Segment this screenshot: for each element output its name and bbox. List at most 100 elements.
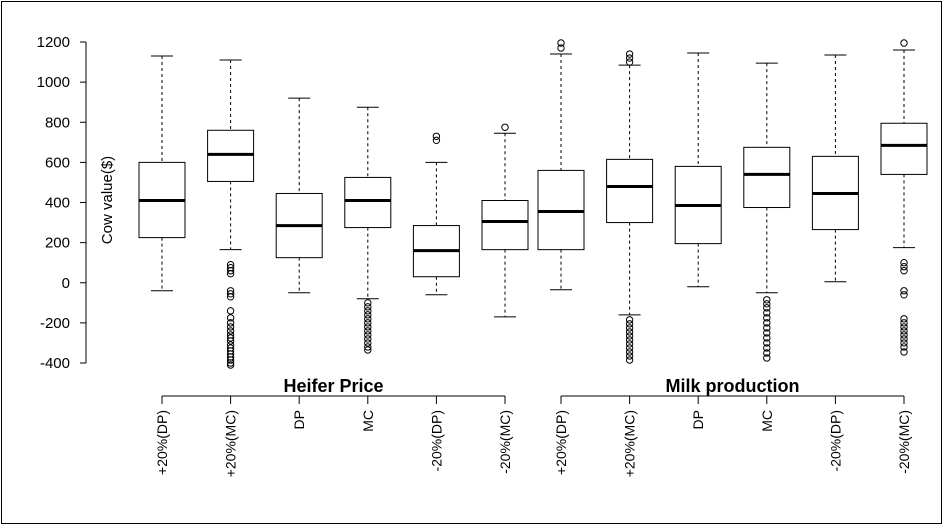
box (344, 106, 392, 354)
outlier-point (900, 287, 908, 295)
outlier-point (364, 346, 372, 354)
outlier-point (763, 329, 771, 337)
category-label: -20%(MC) (497, 410, 513, 474)
outlier-point (625, 344, 634, 352)
iqr-box (537, 169, 585, 251)
outlier-point (900, 343, 908, 351)
outlier-point (625, 352, 634, 360)
outlier-point (763, 319, 771, 327)
outlier-point (900, 291, 908, 299)
outlier-point (900, 339, 908, 347)
category-label: -20%(MC) (896, 410, 912, 474)
box-groups: +20%(DP) +20%(MC) DP MC -20%(DP) -20%(MC) Heif… (138, 39, 928, 477)
outlier-point (226, 337, 235, 345)
category-label: DP (291, 410, 307, 429)
y-tick-label: 800 (45, 114, 70, 131)
outlier-point (763, 344, 771, 352)
outlier-point (625, 50, 634, 58)
box-group: +20%(DP) +20%(MC) DP MC -20%(DP) -20%(MC) Milk… (537, 39, 928, 477)
outlier-point (364, 311, 372, 319)
outlier-point (226, 307, 235, 315)
outlier-point (900, 331, 908, 339)
outlier-point (432, 136, 441, 145)
outlier-point (625, 332, 634, 340)
box (275, 97, 323, 294)
outlier-point (763, 334, 771, 342)
outlier-point (625, 316, 634, 324)
outlier-point (900, 323, 908, 331)
group-label: Heifer Price (283, 376, 383, 396)
y-axis-label: Cow value($) (99, 156, 116, 244)
outlier-point (625, 328, 634, 336)
y-tick-label: 1200 (37, 34, 70, 51)
category-label: +20%(DP) (154, 410, 170, 475)
outlier-point (364, 303, 372, 311)
outlier-point (501, 123, 509, 131)
outlier-point (625, 336, 634, 344)
box (537, 39, 585, 291)
outlier-point (900, 335, 908, 343)
iqr-box (481, 199, 529, 251)
outlier-point (763, 354, 771, 362)
outlier-point (364, 307, 372, 315)
iqr-box (344, 176, 392, 229)
category-label: -20%(DP) (428, 410, 444, 471)
outlier-point (226, 319, 235, 327)
category-label: +20%(MC) (223, 410, 239, 477)
outlier-point (226, 270, 235, 278)
y-tick-label: 200 (45, 235, 70, 252)
outlier-point (900, 258, 908, 267)
group-label: Milk production (666, 376, 800, 396)
outlier-point (900, 319, 908, 327)
outlier-point (763, 300, 771, 308)
y-tick-label: 400 (45, 195, 70, 212)
outlier-point (900, 39, 908, 47)
category-label: +20%(DP) (553, 410, 569, 475)
iqr-box (880, 122, 928, 175)
outlier-point (900, 315, 908, 323)
y-tick-label: 600 (45, 154, 70, 171)
iqr-box (606, 158, 654, 224)
outlier-point (364, 335, 372, 343)
outlier-point (226, 361, 235, 369)
box (811, 54, 859, 283)
category-label: MC (360, 410, 376, 432)
outlier-point (226, 293, 235, 301)
outlier-point (625, 58, 634, 66)
outlier-point (900, 348, 908, 356)
y-tick-label: -400 (40, 355, 70, 372)
outlier-point (364, 343, 372, 351)
outlier-point (625, 356, 634, 364)
outlier-point (364, 323, 372, 331)
outlier-point (364, 327, 372, 335)
y-axis: -400 -200 0 200 400 600 800 1000 1200 (37, 34, 87, 372)
outlier-point (226, 290, 235, 298)
outlier-point (557, 44, 565, 52)
outlier-point (557, 39, 565, 47)
box-group: +20%(DP) +20%(MC) DP MC -20%(DP) -20%(MC) Heif… (138, 55, 529, 477)
outlier-point (364, 331, 372, 339)
outlier-point (625, 320, 634, 328)
iqr-box (207, 129, 255, 182)
box (481, 123, 529, 318)
outlier-point (226, 334, 235, 342)
outlier-point (226, 323, 235, 331)
box (880, 39, 928, 356)
outlier-point (226, 356, 235, 364)
outlier-point (226, 314, 235, 322)
outlier-point (364, 339, 372, 347)
box (207, 59, 255, 369)
outlier-point (432, 132, 441, 140)
outlier-point (763, 349, 771, 357)
outlier-point (900, 327, 908, 335)
outlier-point (763, 324, 771, 332)
box (743, 62, 791, 362)
outlier-point (763, 296, 771, 304)
box (674, 52, 722, 288)
y-tick-label: 1000 (37, 74, 70, 91)
outlier-point (763, 309, 771, 317)
y-tick-label: -200 (40, 315, 70, 332)
category-label: +20%(MC) (622, 410, 638, 477)
box (138, 55, 186, 292)
